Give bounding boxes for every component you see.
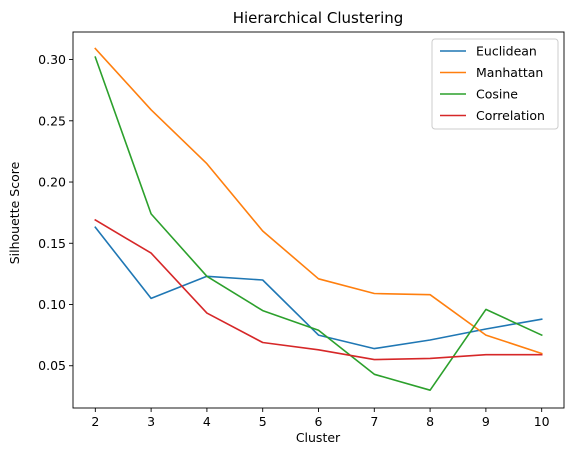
x-tick-label: 4 <box>203 414 211 429</box>
legend-label-manhattan: Manhattan <box>476 65 543 80</box>
series-line-euclidean <box>94 226 543 350</box>
x-tick-label: 8 <box>426 414 434 429</box>
y-tick-label: 0.30 <box>38 52 66 67</box>
legend: Euclidean Manhattan Cosine Correlation <box>431 38 559 130</box>
legend-box <box>431 38 559 130</box>
series-line-correlation <box>94 218 543 361</box>
series-line-cosine <box>94 56 543 392</box>
y-tick-label: 0.20 <box>38 175 66 190</box>
x-tick-label: 9 <box>482 414 490 429</box>
chart-title: Hierarchical Clustering <box>233 9 404 27</box>
series-line-manhattan <box>94 47 543 355</box>
y-axis-label: Silhouette Score <box>7 161 22 264</box>
legend-label-cosine: Cosine <box>476 87 518 102</box>
x-tick-label: 5 <box>259 414 267 429</box>
legend-label-correlation: Correlation <box>476 108 545 123</box>
plot-area: 2 3 4 5 6 7 8 9 10 0.05 0.10 0.15 0.20 0.25 0.30 Euclid… <box>38 31 565 429</box>
x-tick-label: 2 <box>91 414 99 429</box>
y-tick-label: 0.10 <box>38 297 66 312</box>
y-tick-label: 0.15 <box>38 236 66 251</box>
x-tick-label: 6 <box>315 414 323 429</box>
y-tick-label: 0.05 <box>38 358 66 373</box>
x-tick-label: 3 <box>147 414 155 429</box>
y-tick-label: 0.25 <box>38 113 66 128</box>
x-axis-label: Cluster <box>296 430 341 445</box>
x-tick-label: 10 <box>534 414 550 429</box>
legend-label-euclidean: Euclidean <box>476 44 537 59</box>
x-tick-label: 7 <box>370 414 378 429</box>
